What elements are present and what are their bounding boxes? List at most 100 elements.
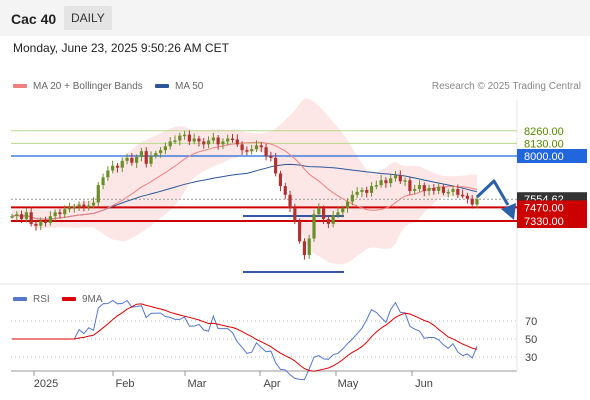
level-4-tag bbox=[517, 200, 587, 215]
ma50-swatch bbox=[155, 84, 169, 89]
candle-body bbox=[34, 223, 38, 226]
candle-body bbox=[67, 207, 72, 210]
candle-body bbox=[432, 188, 436, 191]
index-title: Cac 40 bbox=[11, 11, 57, 27]
candle-body bbox=[39, 221, 43, 226]
candle-body bbox=[173, 140, 177, 142]
candle-body bbox=[53, 212, 57, 217]
rsi-ma-swatch bbox=[62, 297, 76, 302]
rsi-ma-line bbox=[12, 303, 478, 372]
candle-body bbox=[317, 208, 321, 215]
candle-body bbox=[393, 175, 398, 179]
level-1-label: 8130.00 bbox=[524, 138, 564, 150]
candle-body bbox=[288, 194, 292, 209]
x-tick-label: Apr bbox=[263, 378, 280, 390]
candle-body bbox=[379, 180, 383, 186]
rsi-line bbox=[12, 299, 478, 381]
forecast-arrow-head bbox=[501, 203, 516, 220]
candle-body bbox=[451, 188, 455, 192]
candle-body bbox=[350, 194, 354, 202]
candle-body bbox=[374, 185, 378, 187]
candle-body bbox=[187, 134, 191, 142]
credit-text: Research © 2025 Trading Central bbox=[431, 81, 581, 92]
candle-body bbox=[470, 198, 474, 205]
candle-body bbox=[159, 150, 163, 154]
candle-body bbox=[82, 204, 86, 208]
rsi-tick-label: 50 bbox=[525, 334, 537, 346]
x-tick-label: May bbox=[338, 378, 359, 390]
candle-body bbox=[111, 165, 115, 171]
timestamp: Monday, June 23, 2025 9:50:26 AM CET bbox=[13, 41, 229, 55]
candle-body bbox=[307, 238, 311, 255]
candle-body bbox=[197, 138, 201, 142]
candle-body bbox=[441, 187, 446, 193]
candle-body bbox=[360, 189, 364, 192]
x-tick-label: Mar bbox=[188, 378, 207, 390]
legend-rsi-label: RSI bbox=[33, 294, 50, 305]
period-button[interactable]: DAILY bbox=[64, 6, 112, 30]
candle-body bbox=[211, 137, 215, 141]
candle-body bbox=[278, 173, 283, 187]
candle-body bbox=[398, 175, 402, 182]
candle-body bbox=[178, 135, 182, 141]
candle-body bbox=[250, 149, 254, 152]
candle-body bbox=[135, 156, 139, 163]
candle-body bbox=[10, 216, 14, 218]
candle-body bbox=[345, 201, 350, 209]
level-4-label: 7470.00 bbox=[524, 202, 564, 214]
legend-ma20: MA 20 + Bollinger Bands bbox=[13, 81, 143, 92]
candle-body bbox=[417, 185, 422, 189]
candle-body bbox=[216, 137, 220, 145]
candle-body bbox=[456, 188, 460, 195]
candle-body bbox=[475, 199, 479, 205]
candle-body bbox=[101, 177, 105, 186]
legend-ma20-label: MA 20 + Bollinger Bands bbox=[33, 81, 143, 92]
candle-body bbox=[384, 180, 388, 184]
candle-body bbox=[389, 178, 393, 184]
candle-body bbox=[446, 191, 450, 194]
ma20-line bbox=[11, 141, 478, 220]
candle-body bbox=[312, 214, 316, 239]
candle-body bbox=[48, 216, 52, 223]
candle-body bbox=[254, 145, 259, 150]
candle-body bbox=[293, 208, 297, 221]
candle-body bbox=[283, 186, 287, 195]
level-0-label: 8260.00 bbox=[524, 126, 564, 138]
candle-body bbox=[326, 219, 330, 224]
candle-body bbox=[259, 145, 263, 148]
level-5-label: 7330.00 bbox=[524, 216, 564, 228]
candle-body bbox=[87, 205, 91, 208]
candle-body bbox=[437, 187, 441, 191]
candle-body bbox=[115, 165, 120, 168]
candle-body bbox=[144, 151, 148, 164]
legend-ma50-label: MA 50 bbox=[175, 81, 204, 92]
rsi-tick-label: 30 bbox=[525, 352, 537, 364]
forecast-arrow bbox=[475, 179, 510, 206]
candle-body bbox=[427, 188, 431, 191]
legend-rsi: RSI bbox=[13, 294, 50, 305]
candle-body bbox=[408, 180, 412, 191]
candle-body bbox=[96, 185, 100, 203]
candle-body bbox=[154, 153, 158, 156]
legend-rsi-ma: 9MA bbox=[62, 294, 103, 305]
ma20-swatch bbox=[13, 84, 27, 89]
rsi-swatch bbox=[13, 297, 27, 302]
candle-body bbox=[245, 150, 249, 152]
candle-body bbox=[72, 206, 76, 208]
candle-body bbox=[331, 215, 335, 224]
candle-body bbox=[29, 212, 33, 224]
legend-rsi-ma-label: 9MA bbox=[82, 294, 103, 305]
candle-body bbox=[355, 191, 359, 195]
candle-body bbox=[206, 140, 211, 145]
candle-body bbox=[163, 146, 168, 151]
candle-body bbox=[365, 189, 369, 193]
candle-body bbox=[336, 212, 340, 216]
candle-body bbox=[403, 180, 407, 182]
candle-body bbox=[192, 138, 196, 142]
candle-body bbox=[202, 141, 206, 145]
candle-body bbox=[19, 214, 24, 220]
candle-body bbox=[63, 209, 67, 215]
rsi-tick-label: 70 bbox=[525, 316, 537, 328]
candle-body bbox=[149, 156, 153, 164]
